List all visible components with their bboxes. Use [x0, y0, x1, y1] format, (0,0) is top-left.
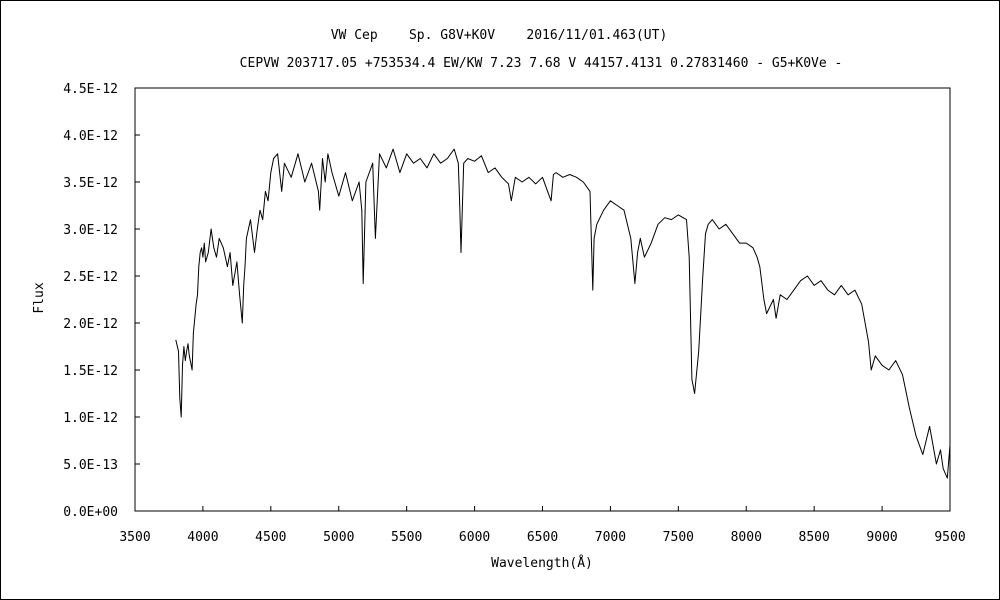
x-tick-label: 9500 — [934, 530, 965, 545]
y-tick-label: 1.0E-12 — [63, 411, 118, 426]
spectrum-line — [175, 148, 951, 479]
x-tick-label: 9000 — [866, 530, 897, 545]
y-tick-label: 4.5E-12 — [63, 82, 118, 97]
x-axis-ticks: 3500 4000 4500 5000 5500 6000 6500 7000 7500 8000… — [119, 506, 966, 545]
y-tick-label: 3.0E-12 — [63, 223, 118, 238]
y-tick-label: 2.0E-12 — [63, 317, 118, 332]
y-tick-label: 4.0E-12 — [63, 129, 118, 144]
y-tick-label: 0.0E+00 — [63, 505, 118, 520]
x-axis-label: Wavelength(Å) — [491, 555, 593, 571]
x-tick-label: 4500 — [255, 530, 286, 545]
y-axis-ticks: 0.0E+00 5.0E-13 1.0E-12 1.5E-12 2.0E-12 2.5E-… — [63, 82, 140, 520]
y-tick-label: 1.5E-12 — [63, 364, 118, 379]
x-tick-label: 7500 — [663, 530, 694, 545]
y-tick-label: 2.5E-12 — [63, 270, 118, 285]
x-tick-label: 3500 — [119, 530, 150, 545]
x-tick-label: 8000 — [731, 530, 762, 545]
x-tick-label: 4000 — [187, 530, 218, 545]
x-tick-label: 5000 — [323, 530, 354, 545]
x-tick-label: 7000 — [595, 530, 626, 545]
y-axis-label: Flux — [32, 282, 47, 313]
x-tick-label: 5500 — [391, 530, 422, 545]
x-tick-label: 6500 — [527, 530, 558, 545]
plot-area — [134, 87, 951, 512]
y-tick-label: 3.5E-12 — [63, 176, 118, 191]
chart-title: VW Cep Sp. G8V+K0V 2016/11/01.463(UT) — [331, 28, 668, 43]
x-tick-label: 6000 — [459, 530, 490, 545]
y-tick-label: 5.0E-13 — [63, 458, 118, 473]
series-layer — [175, 148, 951, 479]
chart-subtitle: CEPVW 203717.05 +753534.4 EW/KW 7.23 7.6… — [240, 56, 843, 71]
x-tick-label: 8500 — [799, 530, 830, 545]
